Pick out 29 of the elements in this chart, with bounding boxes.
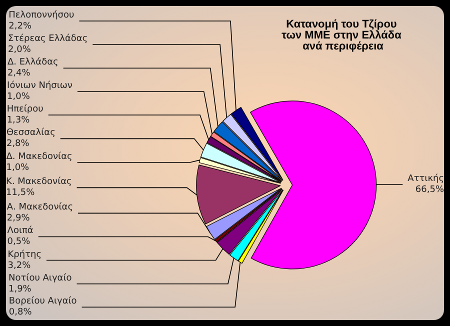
data-label: 1,3%	[6, 115, 30, 126]
slice-label: Λοιπά	[7, 225, 34, 236]
slice-label: Πελοποννήσου	[8, 10, 74, 21]
slice-label: Στέρεας Ελλάδας	[8, 33, 88, 44]
text: Κατανομή του Τζίρου των ΜΜΕ στην Ελλάδα ανά περιφέρεια	[282, 18, 404, 52]
data-label: 2,4%	[7, 68, 31, 79]
data-label: 2,0%	[8, 45, 32, 56]
data-label: 1,0%	[6, 162, 30, 173]
slice-label: Α. Μακεδονίας	[6, 202, 73, 213]
slice-label: Δ. Μακεδονίας	[6, 150, 72, 162]
slice-label: Θεσσαλίας	[6, 127, 56, 138]
slice-label: Δ. Ελλάδας	[7, 56, 58, 68]
data-label: 2,2%	[8, 22, 32, 32]
slice-label: Νοτίου Αιγαίο	[8, 272, 72, 284]
slice-label: Ιόνιων Νήσιων	[7, 80, 72, 92]
data-label: 1,9%	[8, 284, 32, 294]
slice-label: Κ. Μακεδονίας	[6, 176, 72, 188]
data-label: 0,8%	[8, 308, 32, 318]
data-label: 66,5%	[415, 184, 444, 195]
slice-label: Αττικής	[408, 172, 444, 184]
data-label: 1,0%	[7, 92, 30, 102]
slice-label: Κρήτης	[8, 248, 42, 260]
slice-label: Ηπείρου	[6, 103, 44, 114]
data-label: 3,2%	[8, 260, 32, 271]
data-label: 11,5%	[6, 188, 36, 198]
slice-label: Βορείου Αιγαίο	[8, 296, 78, 307]
data-label: 2,8%	[6, 139, 30, 150]
data-label: 0,5%	[7, 237, 31, 248]
data-label: 2,9%	[6, 214, 30, 224]
